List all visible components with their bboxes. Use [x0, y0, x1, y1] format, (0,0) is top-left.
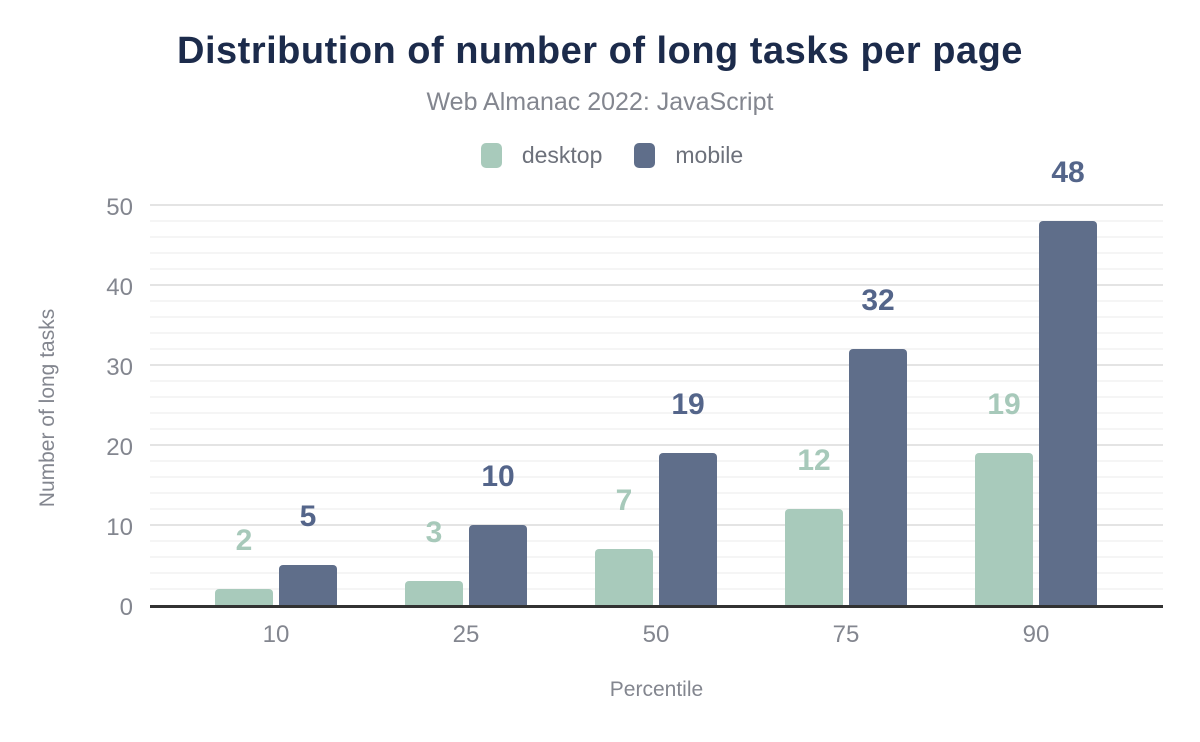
legend-label-mobile: mobile: [675, 142, 744, 168]
bar-desktop-p50[interactable]: [595, 549, 653, 605]
x-axis-title: Percentile: [609, 678, 704, 701]
desktop-swatch-icon: [480, 143, 502, 168]
minor-gridline: [150, 476, 1163, 478]
chart-title: Distribution of number of long tasks per…: [177, 30, 1023, 72]
minor-gridline: [150, 300, 1163, 302]
bar-mobile-p50[interactable]: [659, 453, 717, 605]
bar-value-label-mobile-p10: 5: [299, 500, 317, 533]
y-tick-label: 30: [106, 354, 133, 381]
minor-gridline: [150, 348, 1163, 350]
y-tick-label: 50: [106, 194, 133, 221]
bar-value-label-mobile-p50: 19: [671, 388, 705, 421]
minor-gridline: [150, 236, 1163, 238]
minor-gridline: [150, 252, 1163, 254]
y-tick-label: 20: [106, 434, 133, 461]
bar-mobile-p25[interactable]: [469, 525, 527, 605]
minor-gridline: [150, 332, 1163, 334]
bar-value-label-mobile-p25: 10: [481, 460, 515, 493]
mobile-swatch-icon: [634, 143, 656, 168]
y-tick-label: 0: [119, 594, 133, 621]
major-gridline: [150, 204, 1163, 206]
x-tick-label: 75: [832, 621, 860, 648]
major-gridline: [150, 524, 1163, 526]
plot-area: 2 5 3 10 7 19 12 32 19 48: [150, 158, 1163, 608]
minor-gridline: [150, 268, 1163, 270]
legend: desktop mobile: [12, 142, 1200, 169]
minor-gridline: [150, 428, 1163, 430]
bar-desktop-p75[interactable]: [785, 509, 843, 605]
minor-gridline: [150, 556, 1163, 558]
major-gridline: [150, 444, 1163, 446]
y-tick-label: 40: [106, 274, 133, 301]
x-axis-ticks: 10 25 50 75 90: [150, 621, 1163, 651]
bar-value-label-mobile-p75: 32: [861, 284, 895, 317]
bar-value-label-desktop-p50: 7: [615, 484, 633, 517]
major-gridline: [150, 364, 1163, 366]
x-tick-label: 25: [452, 621, 480, 648]
bar-value-label-desktop-p75: 12: [797, 444, 831, 477]
major-gridline: [150, 284, 1163, 286]
minor-gridline: [150, 492, 1163, 494]
bar-desktop-p25[interactable]: [405, 581, 463, 605]
minor-gridline: [150, 220, 1163, 222]
bar-mobile-p75[interactable]: [849, 349, 907, 605]
minor-gridline: [150, 380, 1163, 382]
x-tick-label: 90: [1022, 621, 1050, 648]
minor-gridline: [150, 508, 1163, 510]
bar-value-label-desktop-p25: 3: [425, 516, 443, 549]
bar-mobile-p10[interactable]: [279, 565, 337, 605]
minor-gridline: [150, 396, 1163, 398]
bar-value-label-desktop-p90: 19: [987, 388, 1021, 421]
bar-value-label-desktop-p10: 2: [235, 524, 253, 557]
minor-gridline: [150, 572, 1163, 574]
minor-gridline: [150, 588, 1163, 590]
y-tick-label: 10: [106, 514, 133, 541]
legend-label-desktop: desktop: [521, 142, 603, 168]
x-tick-label: 50: [642, 621, 670, 648]
legend-item-desktop[interactable]: desktop: [480, 142, 603, 169]
chart-subtitle: Web Almanac 2022: JavaScript: [426, 88, 774, 116]
minor-gridline: [150, 316, 1163, 318]
y-axis-ticks: 0 10 20 30 40 50: [0, 194, 133, 621]
bar-desktop-p90[interactable]: [975, 453, 1033, 605]
legend-item-mobile[interactable]: mobile: [634, 142, 743, 169]
bar-value-label-mobile-p90: 48: [1051, 156, 1085, 189]
bar-mobile-p90[interactable]: [1039, 221, 1097, 605]
x-tick-label: 10: [262, 621, 290, 648]
minor-gridline: [150, 540, 1163, 542]
bar-desktop-p10[interactable]: [215, 589, 273, 605]
minor-gridline: [150, 412, 1163, 414]
minor-gridline: [150, 460, 1163, 462]
